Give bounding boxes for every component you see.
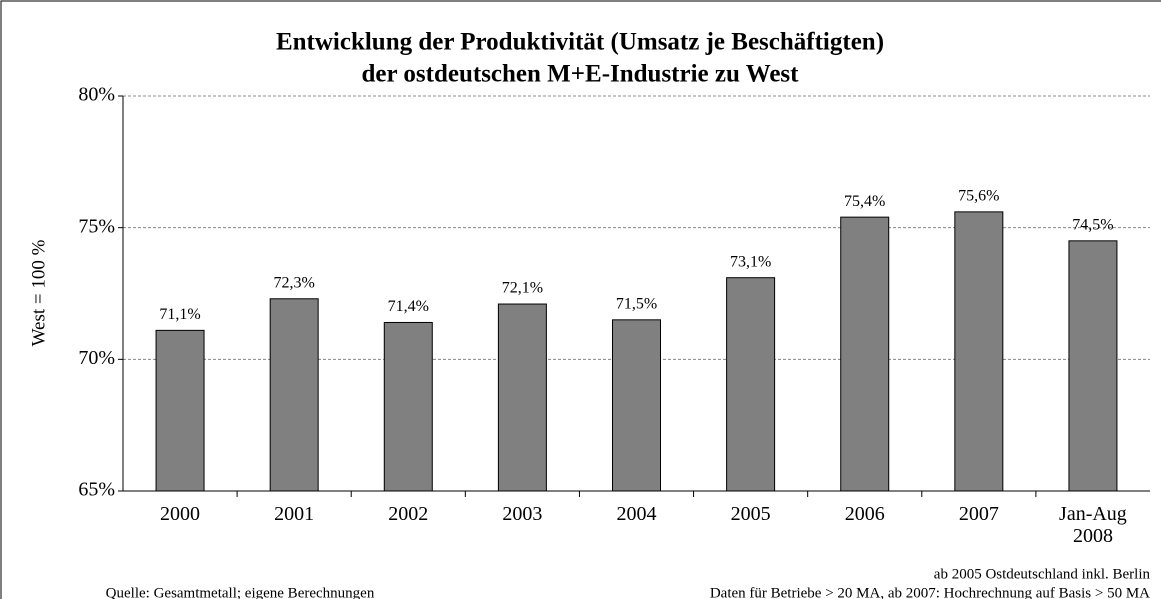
x-tick-label: Jan-Aug 2008 [1059,503,1127,547]
value-label: 73,1% [730,253,771,270]
x-tick-label: 2003 [502,503,543,525]
bar [726,277,776,492]
value-label: 75,6% [958,188,999,205]
bar [1068,240,1118,492]
bar [497,303,547,492]
value-label: 71,5% [616,296,657,313]
y-tick-label: 75% [78,215,115,237]
chart-subtitle: der ostdeutschen M+E-Industrie zu West [362,61,800,88]
x-tick-label: 2004 [616,503,657,525]
bar [383,321,433,492]
source: Quelle: Gesamtmetall; eigene Berechnunge… [106,585,375,599]
y-tick-label: 70% [78,347,115,369]
x-tick-label: 2006 [844,503,885,525]
value-label: 71,4% [388,298,429,315]
bar [269,298,319,492]
chart-title: Entwicklung der Produktivität (Umsatz je… [276,29,884,56]
bar [840,216,890,492]
y-axis-label: West = 100 % [28,239,49,346]
bar [155,329,205,492]
note: ab 2005 Ostdeutschland inkl. Berlin [934,566,1151,582]
x-tick-label: 2001 [274,503,315,525]
bar [954,211,1004,492]
value-label: 72,3% [274,274,315,291]
x-tick-label: 2005 [730,503,771,525]
x-tick-label: 2007 [958,503,999,525]
y-tick-label: 65% [78,479,115,501]
value-label: 74,5% [1072,217,1113,234]
x-tick-label: 2002 [388,503,429,525]
value-label: 75,4% [844,193,885,210]
value-label: 72,1% [502,280,543,297]
value-label: 71,1% [159,306,200,323]
note: Daten für Betriebe > 20 MA, ab 2007: Hoc… [710,585,1150,599]
y-tick-label: 80% [78,84,115,106]
x-tick-label: 2000 [160,503,201,525]
bar [612,319,661,492]
